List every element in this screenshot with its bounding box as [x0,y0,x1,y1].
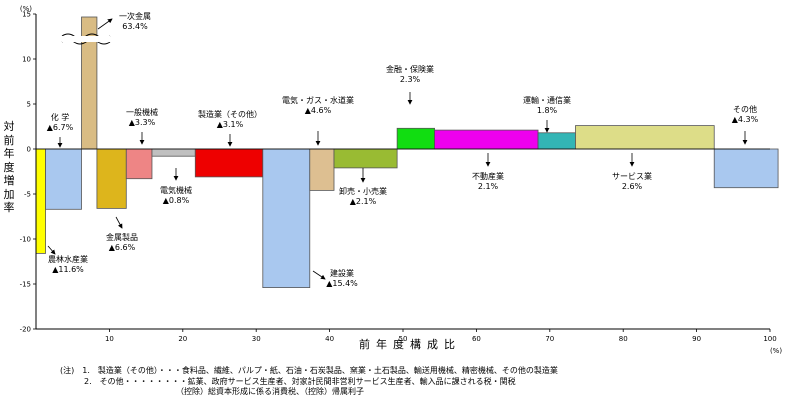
label-name-14: その他 [733,104,757,114]
x-tick-0: 10 [105,335,114,343]
bars-group [35,16,779,289]
x-tick-6: 70 [545,335,554,343]
bar-8 [309,148,335,191]
label-name-12: 運輸・通信業 [523,95,571,105]
bar-1 [45,148,82,210]
label-name-10: 金融・保険業 [386,64,434,74]
label-value-1: ▲6.7% [47,123,74,132]
label-value-11: 2.1% [478,182,499,191]
x-tick-4: 50 [399,335,408,343]
y-axis-label: 対前年度増加率 [3,120,15,214]
bar-5 [151,148,196,157]
x-tick-8: 90 [692,335,701,343]
bar-3 [96,148,127,209]
note-1: (注) 1. 製造業（その他）・・・食料品、繊維、パルプ・紙、石油・石炭製品、窯… [60,366,558,375]
bar-6 [194,148,264,178]
label-name-8: 電気・ガス・水道業 [282,95,354,105]
y-tick-1: 10 [22,56,31,64]
label-name-3: 金属製品 [106,232,138,242]
bar-13 [575,125,715,150]
label-name-9: 卸売・小売業 [339,186,387,196]
label-arrow-7 [312,270,326,280]
label-value-10: 2.3% [400,75,421,84]
label-name-6: 製造業（その他） [198,109,262,119]
x-tick-3: 40 [325,335,334,343]
label-value-7: ▲15.4% [326,279,358,288]
label-value-2: 63.4% [122,22,148,31]
bar-9 [333,148,398,169]
label-arrow-0 [47,245,56,255]
bar-4 [125,148,153,180]
label-name-1: 化 学 [51,112,70,122]
label-name-4: 一般機械 [126,107,158,117]
x-tick-2: 30 [252,335,261,343]
y-tick-0: 15 [22,11,31,19]
label-value-5: ▲0.8% [163,196,190,205]
bar-0 [35,148,46,254]
bar-14 [713,148,779,189]
label-value-4: ▲3.3% [129,118,156,127]
y-tick-5: -10 [20,236,31,244]
label-value-3: ▲6.6% [109,243,136,252]
bar-11 [434,129,539,150]
label-name-13: サービス業 [612,171,652,181]
bar-12 [537,132,576,150]
label-arrow-3 [115,216,123,229]
y-tick-4: -5 [24,191,31,199]
x-tick-9: 100 [763,335,776,343]
x-tick-7: 80 [619,335,628,343]
y-tick-7: -20 [20,326,31,334]
label-name-2: 一次金属 [119,11,151,21]
axis-break-gap [62,36,110,42]
y-unit: (%) [20,5,32,13]
x-tick-5: 60 [472,335,481,343]
footnotes: (注) 1. 製造業（その他）・・・食料品、繊維、パルプ・紙、石油・石炭製品、窯… [60,366,558,398]
label-name-0: 農林水産業 [48,254,88,264]
label-value-6: ▲3.1% [217,120,244,129]
label-arrow-2 [97,18,113,30]
bar-10 [396,127,435,150]
note-3: （控除）総資本形成に係る消費税、（控除）帰属利子 [60,387,364,396]
x-tick-1: 20 [178,335,187,343]
y-tick-6: -15 [20,281,31,289]
label-value-8: ▲4.6% [305,106,332,115]
label-value-9: ▲2.1% [350,197,377,206]
bar-7 [262,148,311,289]
x-axis-label: 前年度構成比 [359,338,461,351]
label-name-11: 不動産業 [472,171,504,181]
label-value-14: ▲4.3% [732,115,759,124]
note-2: 2. その他・・・・・・・・鉱業、政府サービス生産者、対家計民間非営利サービス生… [60,376,516,386]
y-tick-3: 0 [27,146,31,154]
label-value-12: 1.8% [537,106,558,115]
label-name-5: 電気機械 [160,185,192,195]
y-tick-2: 5 [27,101,31,109]
label-value-13: 2.6% [622,182,643,191]
x-unit: (%) [770,347,782,355]
label-value-0: ▲11.6% [52,265,84,274]
label-name-7: 建設業 [330,268,354,278]
